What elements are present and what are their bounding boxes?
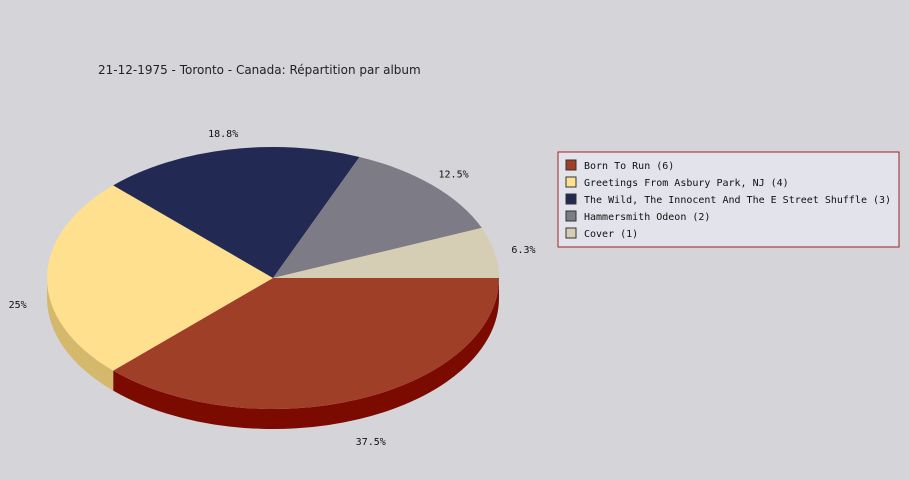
legend-label-2: The Wild, The Innocent And The E Street … bbox=[584, 195, 891, 206]
percent-label-3: 12.5% bbox=[439, 169, 469, 180]
pie-sides bbox=[47, 278, 499, 430]
legend-swatch-4 bbox=[565, 227, 577, 239]
percent-label-0: 37.5% bbox=[356, 437, 386, 448]
pie-slice-3 bbox=[273, 156, 482, 278]
pie-slice-0 bbox=[113, 278, 499, 410]
pie-side-0 bbox=[113, 278, 499, 430]
legend-swatch-3 bbox=[565, 210, 577, 222]
legend: Born To Run (6) Greetings From Asbury Par… bbox=[557, 151, 900, 248]
legend-swatch-0 bbox=[565, 159, 577, 171]
pie-slice-1 bbox=[47, 185, 274, 371]
percent-label-2: 18.8% bbox=[208, 129, 238, 140]
chart-title: 21-12-1975 - Toronto - Canada: Répartiti… bbox=[98, 63, 421, 77]
pie-side-1 bbox=[47, 278, 114, 391]
legend-swatch-2 bbox=[565, 193, 577, 205]
percent-label-4: 6.3% bbox=[511, 245, 535, 256]
pie-slice-2 bbox=[113, 147, 360, 278]
legend-label-1: Greetings From Asbury Park, NJ (4) bbox=[584, 178, 789, 189]
percent-label-1: 25% bbox=[9, 300, 27, 311]
pie-slice-4 bbox=[273, 227, 499, 278]
percent-labels: 37.5% 25% 18.8% 12.5% 6.3% bbox=[9, 129, 536, 448]
legend-label-3: Hammersmith Odeon (2) bbox=[584, 212, 710, 223]
legend-swatch-1 bbox=[565, 176, 577, 188]
pie-slices bbox=[47, 147, 499, 410]
legend-label-0: Born To Run (6) bbox=[584, 161, 674, 172]
legend-label-4: Cover (1) bbox=[584, 229, 638, 240]
legend-box bbox=[557, 151, 900, 248]
